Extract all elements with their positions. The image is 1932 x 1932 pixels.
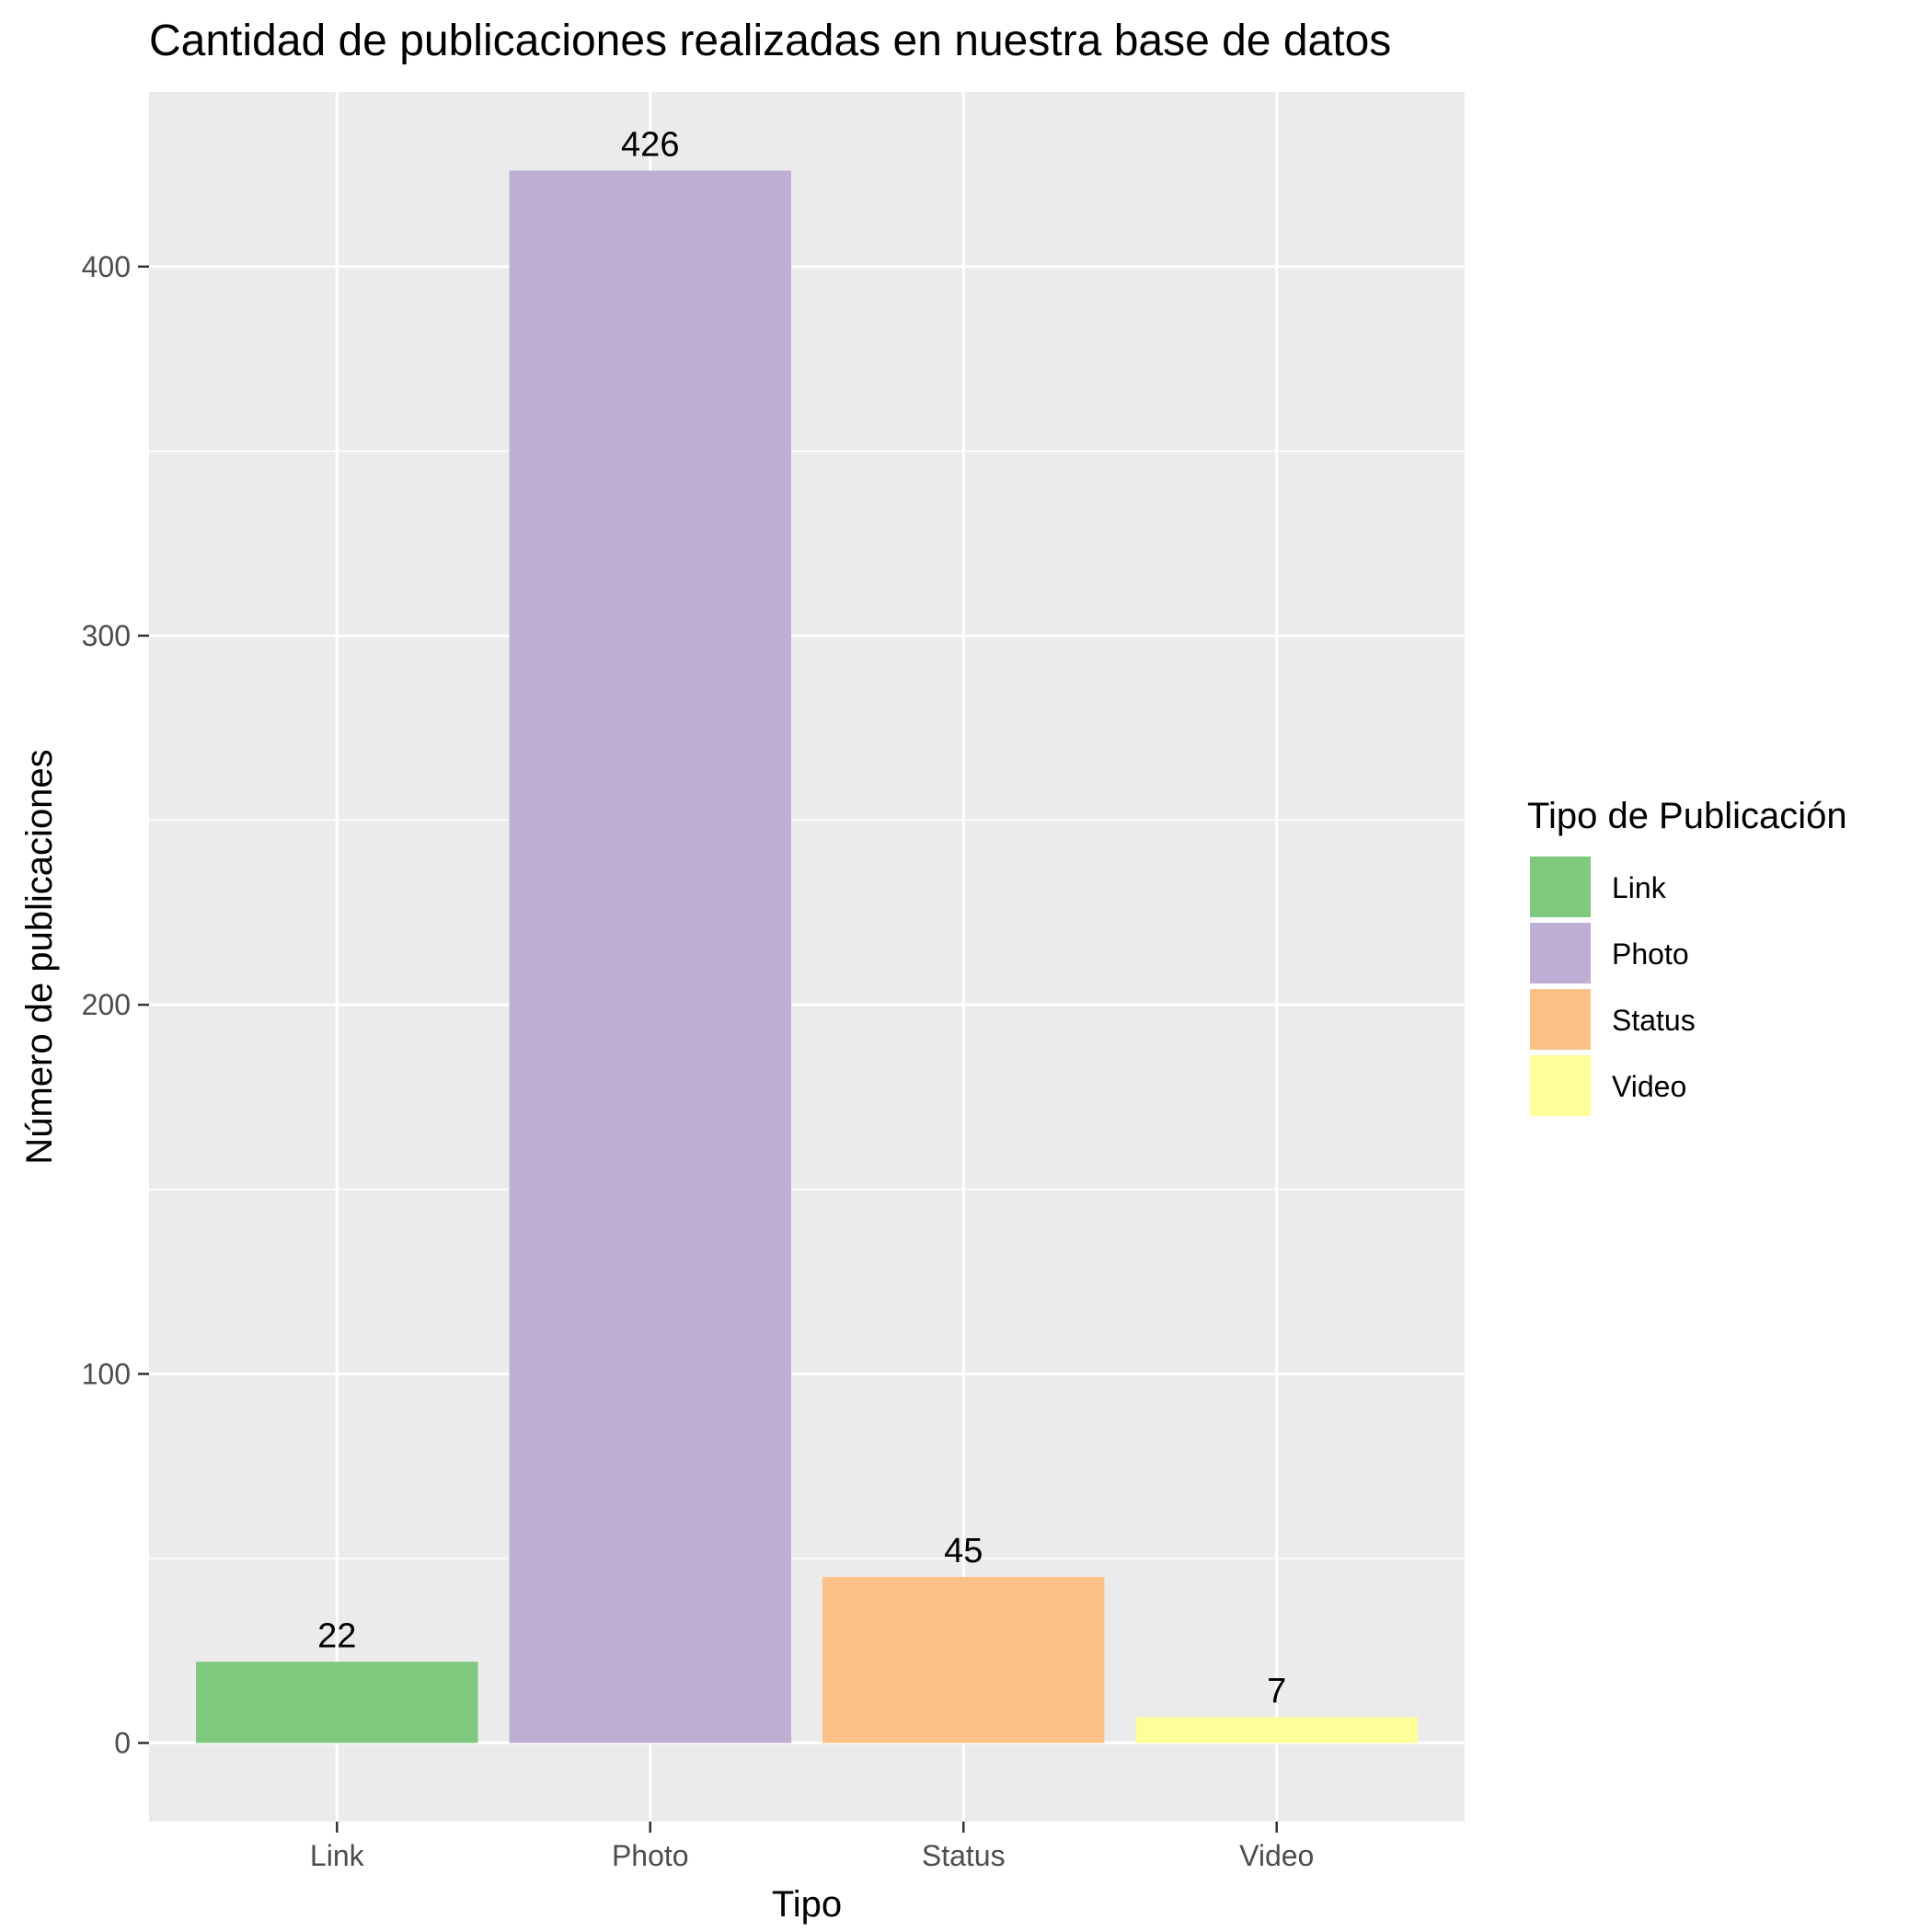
y-tick-label: 0 [114, 1727, 131, 1760]
legend-label-status: Status [1612, 1004, 1696, 1037]
bars [196, 170, 1418, 1743]
legend-items: Link Photo Status Video [1528, 855, 1696, 1118]
x-tick-label-photo: Photo [612, 1839, 689, 1872]
x-axis-title: Tipo [772, 1884, 842, 1925]
bar-status [822, 1577, 1105, 1743]
x-axis: Link Photo Status Video [310, 1822, 1314, 1872]
legend-swatch-status [1528, 987, 1593, 1052]
legend-swatch-link [1528, 855, 1593, 919]
y-tick-label: 200 [82, 988, 131, 1021]
bar-link [196, 1662, 478, 1743]
data-label-link: 22 [317, 1616, 356, 1655]
data-label-status: 45 [944, 1532, 983, 1570]
chart-title: Cantidad de publicaciones realizadas en … [149, 17, 1391, 65]
y-axis-title: Número de publicaciones [19, 749, 60, 1164]
y-axis: 0 100 200 300 400 [82, 250, 149, 1760]
x-tick-label-link: Link [310, 1839, 365, 1872]
y-tick-label: 400 [82, 250, 131, 283]
legend-label-link: Link [1612, 871, 1667, 904]
data-label-photo: 426 [621, 125, 679, 164]
minor-gridlines [149, 450, 1465, 1559]
legend-swatch-video [1528, 1053, 1593, 1118]
y-tick-label: 300 [82, 619, 131, 652]
legend: Tipo de Publicación Link Photo Status Video [1527, 796, 1847, 1118]
legend-title: Tipo de Publicación [1527, 796, 1847, 836]
legend-label-photo: Photo [1612, 937, 1689, 971]
y-tick-label: 100 [82, 1357, 131, 1390]
plot-panel [149, 92, 1465, 1822]
bar-video [1135, 1717, 1418, 1743]
legend-swatch-photo [1528, 921, 1593, 985]
x-tick-label-video: Video [1239, 1839, 1314, 1872]
data-labels: 22 426 45 7 [317, 125, 1286, 1710]
legend-label-video: Video [1612, 1070, 1686, 1103]
bar-photo [509, 170, 791, 1743]
x-tick-label-status: Status [922, 1839, 1006, 1872]
data-label-video: 7 [1267, 1672, 1286, 1710]
